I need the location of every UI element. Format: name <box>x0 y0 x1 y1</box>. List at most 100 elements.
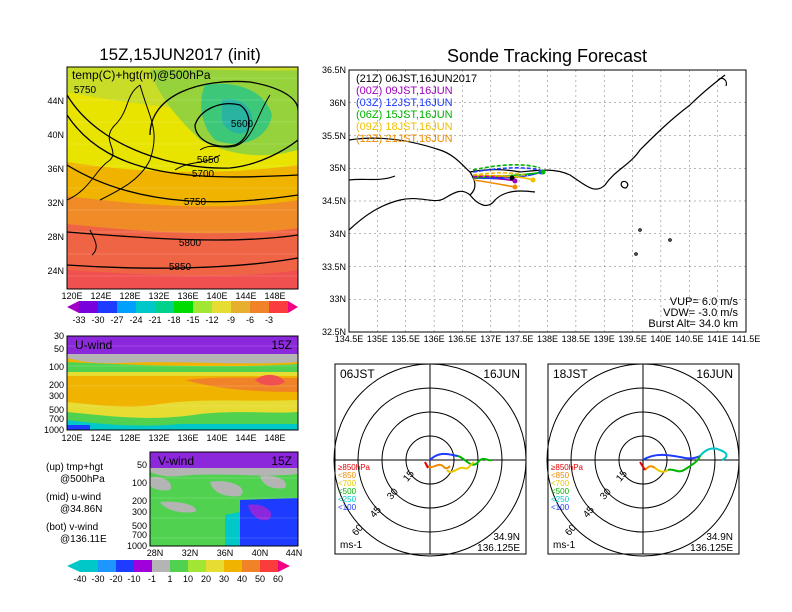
contour-label: 5750 <box>184 197 207 208</box>
svg-text:<250: <250 <box>338 495 357 504</box>
svg-text:28N: 28N <box>47 232 64 242</box>
svg-text:<100: <100 <box>338 503 357 512</box>
svg-text:140.5E: 140.5E <box>675 334 704 344</box>
contour-label: 5750 <box>74 85 97 96</box>
svg-text:134.5E: 134.5E <box>335 334 364 344</box>
svg-text:<700: <700 <box>338 479 357 488</box>
wind-colorbar: -40 -30 -20 -10 -1 1 10 20 30 40 50 60 <box>67 560 290 584</box>
svg-text:36.5N: 36.5N <box>322 65 346 75</box>
svg-text:≥850hPa: ≥850hPa <box>338 463 371 472</box>
svg-text:138E: 138E <box>537 334 558 344</box>
svg-text:36N: 36N <box>329 98 346 108</box>
svg-text:132E: 132E <box>148 433 169 443</box>
svg-text:139.5E: 139.5E <box>618 334 647 344</box>
svg-text:33.5N: 33.5N <box>322 262 346 272</box>
uwind-panel: U-wind 15Z 30 50 100 200 300 500 700 100… <box>44 331 299 443</box>
svg-text:144E: 144E <box>235 291 256 301</box>
svg-text:128E: 128E <box>119 291 140 301</box>
contour-label: 5800 <box>179 238 202 249</box>
svg-text:700: 700 <box>132 530 147 540</box>
hodo-right-date: 16JUN <box>696 367 733 381</box>
svg-text:-3: -3 <box>265 315 273 325</box>
svg-text:@500hPa: @500hPa <box>60 474 105 485</box>
svg-text:-9: -9 <box>227 315 235 325</box>
svg-text:-33: -33 <box>72 315 85 325</box>
svg-text:135.5E: 135.5E <box>391 334 420 344</box>
svg-text:34.5N: 34.5N <box>322 196 346 206</box>
svg-text:144E: 144E <box>235 433 256 443</box>
svg-text:44N: 44N <box>47 96 64 106</box>
svg-text:-6: -6 <box>246 315 254 325</box>
contour-label: 5850 <box>169 262 192 273</box>
hodo-left-time: 06JST <box>340 367 375 381</box>
svg-text:-10: -10 <box>127 574 140 584</box>
svg-text:136E: 136E <box>177 433 198 443</box>
svg-text:30: 30 <box>54 331 64 341</box>
svg-text:32N: 32N <box>182 548 199 558</box>
svg-text:33N: 33N <box>329 294 346 304</box>
svg-text:200: 200 <box>49 380 64 390</box>
uwind-pressure-ticks: 30 50 100 200 300 500 700 1000 <box>44 331 64 435</box>
svg-text:<850: <850 <box>551 471 570 480</box>
svg-text:128E: 128E <box>119 433 140 443</box>
svg-text:(03Z) 12JST,16JUN: (03Z) 12JST,16JUN <box>356 97 453 109</box>
init-title: 15Z,15JUN2017 (init) <box>99 45 261 64</box>
svg-text:141.5E: 141.5E <box>732 334 761 344</box>
hodo-left-date: 16JUN <box>483 367 520 381</box>
hodo-left-lon: 136.125E <box>477 543 520 554</box>
svg-text:124E: 124E <box>90 433 111 443</box>
temp-lat-ticks: 44N 40N 36N 32N 28N 24N <box>47 96 64 276</box>
contour-label: 5600 <box>231 119 254 130</box>
temp-panel-label: temp(C)+hgt(m)@500hPa <box>72 68 211 82</box>
svg-text:500: 500 <box>49 405 64 415</box>
svg-text:36N: 36N <box>47 164 64 174</box>
svg-text:<850: <850 <box>338 471 357 480</box>
svg-text:136.5E: 136.5E <box>448 334 477 344</box>
svg-text:136E: 136E <box>424 334 445 344</box>
hodo-left-lat: 34.9N <box>493 532 520 543</box>
svg-text:1000: 1000 <box>44 425 64 435</box>
svg-text:40N: 40N <box>252 548 269 558</box>
svg-text:35N: 35N <box>329 163 346 173</box>
svg-text:-40: -40 <box>73 574 86 584</box>
svg-text:@34.86N: @34.86N <box>60 504 102 515</box>
svg-text:44N: 44N <box>286 548 303 558</box>
svg-text:36N: 36N <box>217 548 234 558</box>
svg-text:132E: 132E <box>148 291 169 301</box>
svg-text:300: 300 <box>132 507 147 517</box>
svg-text:30: 30 <box>219 574 229 584</box>
svg-text:148E: 148E <box>264 433 285 443</box>
hodo-right-lat: 34.9N <box>706 532 733 543</box>
svg-text:VDW= -3.0 m/s: VDW= -3.0 m/s <box>663 307 738 319</box>
tracking-lat-ticks: 36.5N 36N 35.5N 35N 34.5N 34N 33.5N 33N … <box>322 65 346 337</box>
svg-text:50: 50 <box>255 574 265 584</box>
svg-text:24N: 24N <box>47 266 64 276</box>
contour-label: 5650 <box>197 155 220 166</box>
svg-text:100: 100 <box>49 362 64 372</box>
svg-text:500: 500 <box>132 521 147 531</box>
svg-text:<500: <500 <box>551 487 570 496</box>
svg-text:35.5N: 35.5N <box>322 131 346 141</box>
svg-text:-1: -1 <box>148 574 156 584</box>
svg-text:-15: -15 <box>186 315 199 325</box>
svg-text:<250: <250 <box>551 495 570 504</box>
svg-text:VUP= 6.0 m/s: VUP= 6.0 m/s <box>670 296 739 308</box>
svg-text:10: 10 <box>183 574 193 584</box>
svg-text:136E: 136E <box>177 291 198 301</box>
svg-text:700: 700 <box>49 414 64 424</box>
svg-text:@136.11E: @136.11E <box>60 534 107 545</box>
svg-text:1: 1 <box>167 574 172 584</box>
hodo-right-lon: 136.125E <box>690 543 733 554</box>
svg-text:Burst Alt= 34.0 km: Burst Alt= 34.0 km <box>648 318 738 330</box>
hodo-right-level-legend: ≥850hPa <850 <700 <500 <250 <100 <box>551 463 584 512</box>
hodo-left-unit: ms-1 <box>340 540 363 551</box>
panel-legend-notes: (up) tmp+hgt @500hPa (mid) u-wind @34.86… <box>46 462 107 545</box>
svg-text:140E: 140E <box>650 334 671 344</box>
hodo-right-time: 18JST <box>553 367 588 381</box>
svg-text:50: 50 <box>137 460 147 470</box>
hodo-left-level-legend: ≥850hPa <850 <700 <500 <250 <100 <box>338 463 371 512</box>
vwind-pressure-ticks: 50 100 200 300 500 700 1000 <box>127 460 147 551</box>
svg-text:<100: <100 <box>551 503 570 512</box>
svg-text:(21Z) 06JST,16JUN2017: (21Z) 06JST,16JUN2017 <box>356 73 477 85</box>
hodograph-right: 15 30 45 60 18JST 16JUN ≥850hPa <850 <70… <box>546 363 740 557</box>
